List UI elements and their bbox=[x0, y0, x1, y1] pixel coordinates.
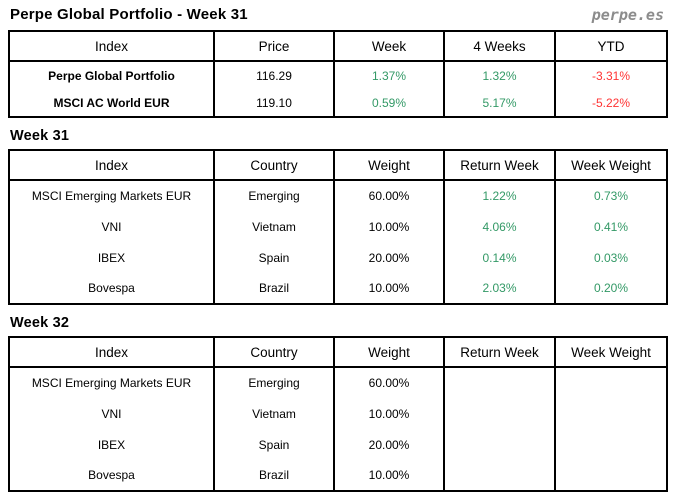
week32-table: Index Country Weight Return Week Week We… bbox=[8, 336, 668, 492]
week-weight-cell: 0.03% bbox=[554, 242, 668, 273]
col-header-country: Country bbox=[213, 336, 335, 368]
index-cell: IBEX bbox=[8, 429, 215, 460]
index-cell: MSCI AC World EUR bbox=[8, 89, 215, 117]
weight-cell: 60.00% bbox=[333, 367, 445, 398]
week32-heading: Week 32 bbox=[10, 315, 70, 331]
country-cell: Brazil bbox=[213, 273, 335, 304]
summary-header-row: Index Price Week 4 Weeks YTD bbox=[8, 30, 668, 62]
week-weight-cell: 0.41% bbox=[554, 211, 668, 242]
return-week-cell: 0.14% bbox=[443, 242, 556, 273]
week-weight-cell: 0.73% bbox=[554, 180, 668, 211]
col-header-return-week: Return Week bbox=[443, 336, 556, 368]
country-cell: Spain bbox=[213, 429, 335, 460]
weight-cell: 10.00% bbox=[333, 211, 445, 242]
week31-table: Index Country Weight Return Week Week We… bbox=[8, 149, 668, 305]
weight-cell: 20.00% bbox=[333, 429, 445, 460]
table-row: VNI Vietnam 10.00% bbox=[8, 398, 668, 429]
week-cell: 1.37% bbox=[333, 61, 445, 89]
table-row: IBEX Spain 20.00% 0.14% 0.03% bbox=[8, 242, 668, 273]
return-week-cell: 4.06% bbox=[443, 211, 556, 242]
index-cell: IBEX bbox=[8, 242, 215, 273]
return-week-cell: 2.03% bbox=[443, 273, 556, 304]
week-weight-cell bbox=[554, 367, 668, 398]
weight-cell: 60.00% bbox=[333, 180, 445, 211]
index-cell: MSCI Emerging Markets EUR bbox=[8, 367, 215, 398]
table-row: MSCI Emerging Markets EUR Emerging 60.00… bbox=[8, 367, 668, 398]
index-cell: MSCI Emerging Markets EUR bbox=[8, 180, 215, 211]
index-cell: Perpe Global Portfolio bbox=[8, 61, 215, 89]
col-header-week-weight: Week Weight bbox=[554, 336, 668, 368]
week-cell: 0.59% bbox=[333, 89, 445, 117]
country-cell: Vietnam bbox=[213, 398, 335, 429]
return-week-cell bbox=[443, 367, 556, 398]
table-row: Bovespa Brazil 10.00% 2.03% 0.20% bbox=[8, 273, 668, 304]
table-row: Bovespa Brazil 10.00% bbox=[8, 460, 668, 491]
index-cell: Bovespa bbox=[8, 273, 215, 304]
week32-header-row: Index Country Weight Return Week Week We… bbox=[8, 336, 668, 368]
week31-header-row: Index Country Weight Return Week Week We… bbox=[8, 149, 668, 181]
ytd-cell: -5.22% bbox=[554, 89, 668, 117]
price-cell: 119.10 bbox=[213, 89, 335, 117]
four-weeks-cell: 5.17% bbox=[443, 89, 556, 117]
weight-cell: 20.00% bbox=[333, 242, 445, 273]
col-header-4weeks: 4 Weeks bbox=[443, 30, 556, 62]
return-week-cell: 1.22% bbox=[443, 180, 556, 211]
ytd-cell: -3.31% bbox=[554, 61, 668, 89]
week-weight-cell bbox=[554, 429, 668, 460]
week31-heading: Week 31 bbox=[10, 128, 70, 144]
page-title: Perpe Global Portfolio - Week 31 bbox=[10, 6, 248, 23]
weight-cell: 10.00% bbox=[333, 398, 445, 429]
country-cell: Spain bbox=[213, 242, 335, 273]
week-weight-cell: 0.20% bbox=[554, 273, 668, 304]
price-cell: 116.29 bbox=[213, 61, 335, 89]
country-cell: Emerging bbox=[213, 367, 335, 398]
col-header-index: Index bbox=[8, 30, 215, 62]
week-weight-cell bbox=[554, 398, 668, 429]
index-cell: Bovespa bbox=[8, 460, 215, 491]
table-row: VNI Vietnam 10.00% 4.06% 0.41% bbox=[8, 211, 668, 242]
index-cell: VNI bbox=[8, 398, 215, 429]
four-weeks-cell: 1.32% bbox=[443, 61, 556, 89]
return-week-cell bbox=[443, 398, 556, 429]
col-header-weight: Weight bbox=[333, 149, 445, 181]
report-header: Perpe Global Portfolio - Week 31 perpe.e… bbox=[8, 5, 666, 30]
col-header-index: Index bbox=[8, 149, 215, 181]
table-row: MSCI AC World EUR 119.10 0.59% 5.17% -5.… bbox=[8, 89, 668, 117]
week-weight-cell bbox=[554, 460, 668, 491]
country-cell: Emerging bbox=[213, 180, 335, 211]
col-header-week-weight: Week Weight bbox=[554, 149, 668, 181]
table-row: IBEX Spain 20.00% bbox=[8, 429, 668, 460]
country-cell: Brazil bbox=[213, 460, 335, 491]
col-header-weight: Weight bbox=[333, 336, 445, 368]
col-header-index: Index bbox=[8, 336, 215, 368]
return-week-cell bbox=[443, 429, 556, 460]
index-cell: VNI bbox=[8, 211, 215, 242]
col-header-country: Country bbox=[213, 149, 335, 181]
weight-cell: 10.00% bbox=[333, 460, 445, 491]
brand-logo: perpe.es bbox=[591, 6, 664, 24]
country-cell: Vietnam bbox=[213, 211, 335, 242]
return-week-cell bbox=[443, 460, 556, 491]
summary-table: Index Price Week 4 Weeks YTD Perpe Globa… bbox=[8, 30, 668, 118]
weight-cell: 10.00% bbox=[333, 273, 445, 304]
table-row: Perpe Global Portfolio 116.29 1.37% 1.32… bbox=[8, 61, 668, 89]
table-row: MSCI Emerging Markets EUR Emerging 60.00… bbox=[8, 180, 668, 211]
report-page: Perpe Global Portfolio - Week 31 perpe.e… bbox=[8, 5, 668, 492]
col-header-week: Week bbox=[333, 30, 445, 62]
col-header-price: Price bbox=[213, 30, 335, 62]
col-header-return-week: Return Week bbox=[443, 149, 556, 181]
col-header-ytd: YTD bbox=[554, 30, 668, 62]
